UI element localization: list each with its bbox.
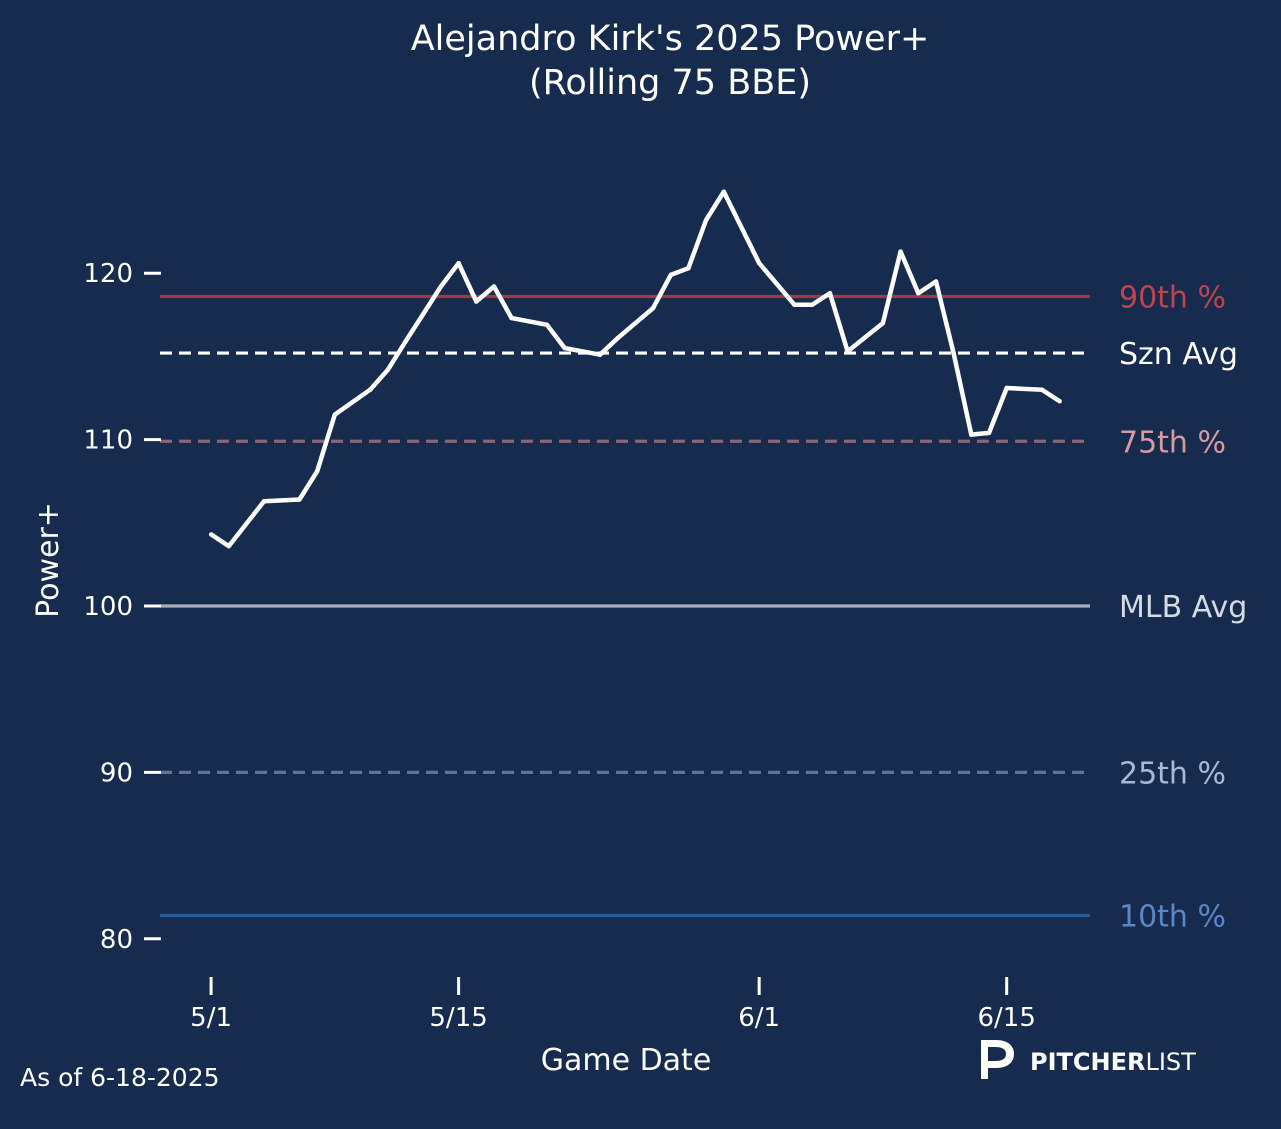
data-point-8 [403,339,408,344]
pitcher-list-logo-icon [981,1040,1014,1079]
data-point-2 [261,499,267,504]
data-point-3 [297,497,302,502]
data-point-37 [1057,399,1062,404]
ref-label-szn-avg: Szn Avg [1119,337,1238,372]
data-point-7 [385,367,391,372]
data-point-16 [597,352,603,357]
data-point-0 [208,532,214,537]
ref-label-90th: 90th % [1119,280,1226,315]
brand-bold: PITCHER [1030,1048,1145,1076]
chart-title-line1: Alejandro Kirk's 2025 Power+ [411,19,930,59]
data-point-13 [509,315,514,321]
y-tick-label-110: 110 [83,426,133,456]
data-point-14 [544,322,550,327]
data-point-26 [827,291,833,296]
data-point-34 [986,430,992,436]
y-tick-label-90: 90 [100,758,133,788]
x-axis: 5/1 5/15 6/1 6/15 [190,977,1036,1033]
data-point-12 [491,284,497,289]
pitcher-list-logo-text: PITCHERLIST [1030,1048,1196,1076]
data-point-9 [438,284,444,289]
data-point-6 [368,387,373,392]
y-axis-label: Power+ [31,502,66,618]
series-line-0 [209,189,1061,549]
data-point-5 [332,412,337,417]
y-tick-label-120: 120 [83,259,133,289]
data-point-17 [615,335,620,341]
data-point-31 [933,279,939,284]
ref-label-25th: 25th % [1119,756,1226,791]
x-tick-label-0: 5/1 [190,1003,232,1033]
chart-title-line2: (Rolling 75 BBE) [529,63,811,103]
ref-label-mlb-avg: MLB Avg [1119,590,1247,625]
data-point-35 [1004,385,1009,391]
y-axis: 80 90 100 110 120 [83,259,161,955]
x-tick-label-1: 5/15 [429,1003,487,1033]
data-point-23 [757,261,762,266]
ref-label-10th: 10th % [1119,900,1226,935]
data-point-30 [916,291,921,296]
y-tick-label-100: 100 [83,592,133,622]
data-point-28 [880,320,886,326]
data-point-22 [721,189,726,194]
data-point-32 [951,350,956,356]
data-point-36 [1039,387,1045,392]
x-axis-label: Game Date [541,1043,712,1078]
data-point-21 [703,217,709,223]
data-point-18 [650,305,656,311]
data-point-11 [474,299,479,304]
pitcher-list-logo: PITCHERLIST [981,1040,1196,1079]
series-group [208,189,1062,549]
as-of-date: As of 6-18-2025 [20,1063,220,1092]
data-point-1 [226,543,231,549]
data-point-24 [792,302,797,307]
ref-label-75th: 75th % [1119,425,1226,460]
data-point-15 [562,345,567,351]
data-point-29 [898,249,903,254]
brand-light: LIST [1145,1048,1196,1076]
data-point-20 [686,266,691,271]
reference-lines: 90th % Szn Avg 75th % MLB Avg 25th % 10th % [160,280,1247,935]
data-point-10 [456,261,461,266]
data-point-19 [668,272,673,278]
data-point-27 [845,349,850,354]
data-point-4 [315,469,320,474]
x-tick-label-2: 6/1 [738,1003,780,1033]
data-point-25 [810,302,815,307]
x-tick-label-3: 6/15 [977,1003,1035,1033]
y-tick-label-80: 80 [100,925,133,955]
data-point-33 [969,432,974,437]
